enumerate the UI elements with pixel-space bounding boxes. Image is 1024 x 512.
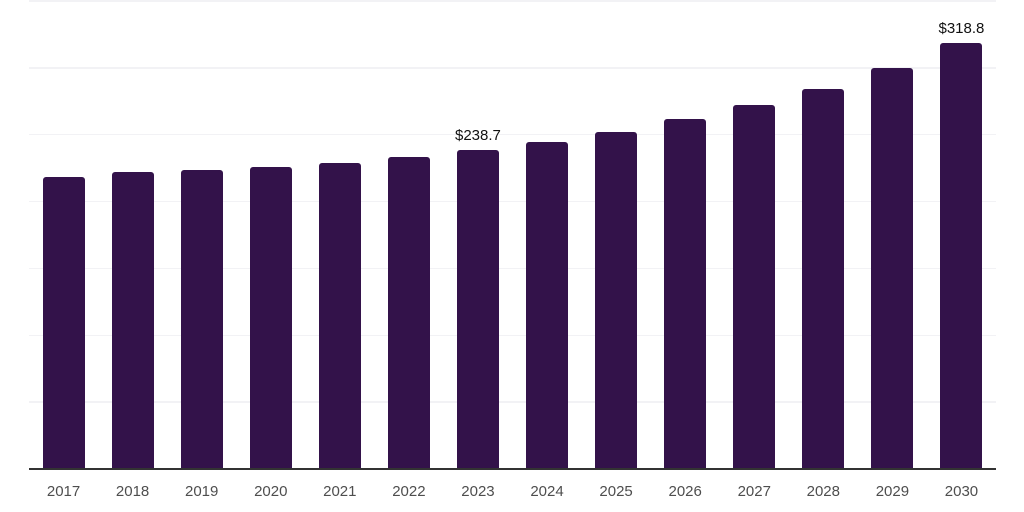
- x-tick-2019: 2019: [184, 483, 219, 500]
- x-tick-2023: 2023: [461, 483, 495, 500]
- x-tick-2024: 2024: [530, 483, 564, 500]
- bar-2017[interactable]: [42, 176, 85, 469]
- x-tick-2018: 2018: [115, 483, 150, 500]
- x-tick-2017: 2017: [46, 483, 81, 500]
- bar-2023[interactable]: [456, 149, 499, 469]
- x-tick-2027: 2027: [737, 483, 771, 500]
- x-tick-2026: 2026: [668, 483, 702, 500]
- gridline-350: [29, 0, 996, 2]
- gridline-50: [29, 401, 996, 403]
- bar-2022[interactable]: [387, 156, 430, 469]
- bar-2019[interactable]: [180, 170, 223, 469]
- bar-2025[interactable]: [595, 131, 638, 469]
- x-tick-2022: 2022: [392, 483, 426, 500]
- bar-2020[interactable]: [249, 166, 292, 469]
- x-tick-2025: 2025: [599, 483, 633, 500]
- gridline-200: [29, 200, 996, 203]
- bar-2026[interactable]: [664, 118, 707, 469]
- x-axis-line: [29, 467, 996, 470]
- x-axis-labels: 2017 2018 2019 2020 2021 2022 2023 2024 2025 2026…: [29, 483, 996, 503]
- gridline-250: [29, 133, 996, 136]
- x-tick-2020: 2020: [254, 483, 288, 500]
- bar-2024[interactable]: [526, 141, 569, 469]
- gridline-150: [29, 267, 996, 270]
- bar-2018[interactable]: [111, 172, 154, 469]
- x-tick-2030: 2030: [944, 483, 979, 500]
- bar-2029[interactable]: [871, 67, 914, 469]
- bar-2028[interactable]: [802, 88, 845, 469]
- gridline-100: [29, 334, 996, 337]
- gridline-300: [29, 67, 996, 69]
- bar-2030[interactable]: [940, 42, 983, 469]
- data-label-2030: $318.8: [938, 19, 985, 37]
- x-tick-2028: 2028: [806, 483, 840, 500]
- x-tick-2029: 2029: [875, 483, 910, 500]
- bar-2021[interactable]: [318, 162, 361, 469]
- bar-2027[interactable]: [733, 105, 776, 469]
- x-tick-2021: 2021: [323, 483, 357, 500]
- plot-area: $238.7 $318.8: [29, 0, 996, 470]
- data-label-2023: $238.7: [455, 126, 501, 144]
